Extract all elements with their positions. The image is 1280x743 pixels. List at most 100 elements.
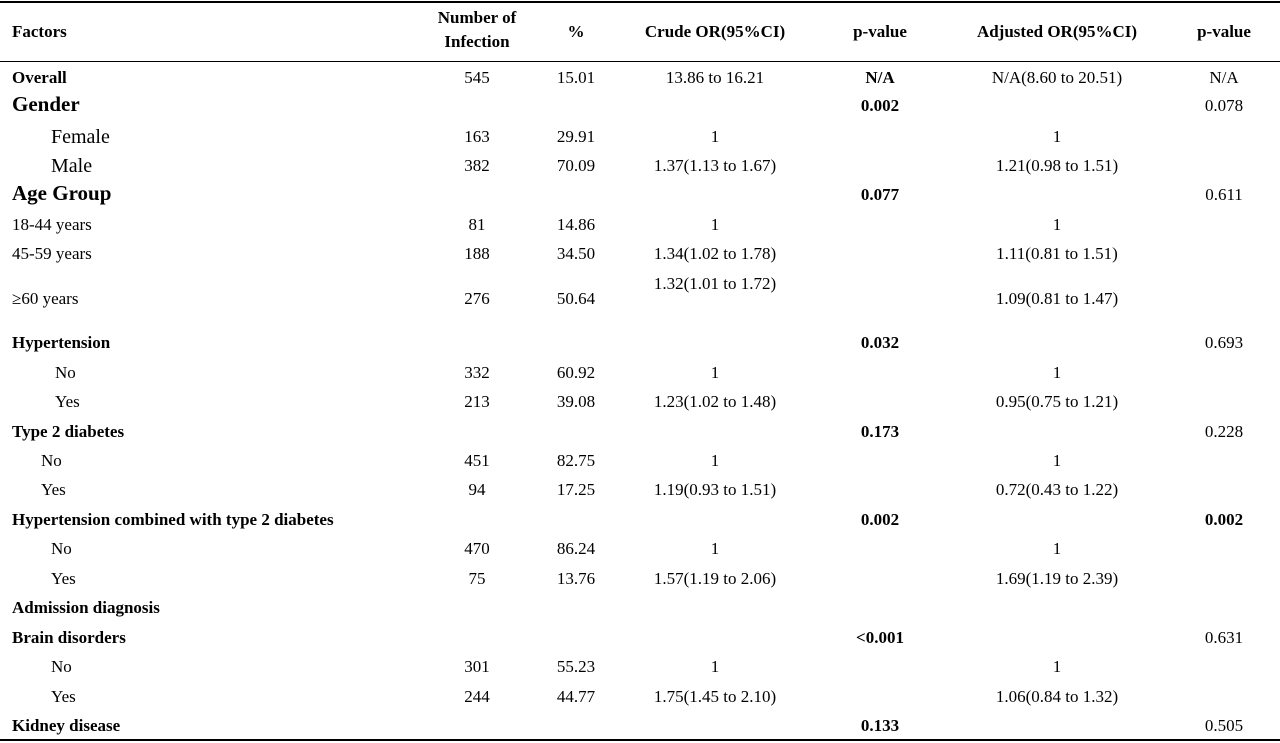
cell-number: 163 xyxy=(464,127,490,146)
row-label: Yes xyxy=(41,480,66,499)
row-label: No xyxy=(51,657,72,676)
cell-crude-or: 1 xyxy=(710,363,720,382)
cell-adjusted-or: 1 xyxy=(1052,363,1062,382)
row-label: Age Group xyxy=(12,181,112,205)
cell-p-value-2: 0.078 xyxy=(1204,96,1244,115)
header-crude-or: Crude OR(95%CI) xyxy=(644,22,786,41)
row-label: No xyxy=(41,451,62,470)
header-factors: Factors xyxy=(12,22,67,41)
cell-number: 213 xyxy=(464,392,490,411)
cell-percent: 44.77 xyxy=(556,687,596,706)
cell-percent: 86.24 xyxy=(556,539,596,558)
cell-crude-or: 1.37(1.13 to 1.67) xyxy=(653,156,777,175)
cell-adjusted-or: 1 xyxy=(1052,127,1062,146)
cell-adjusted-or: 0.72(0.43 to 1.22) xyxy=(995,480,1119,499)
row-label: Yes xyxy=(55,392,80,411)
row-label: Overall xyxy=(12,68,67,87)
cell-number: 276 xyxy=(464,289,490,308)
row-label: Hypertension xyxy=(12,333,111,352)
cell-percent: 29.91 xyxy=(556,127,596,146)
header-number-line2: Infection xyxy=(444,32,510,51)
row-label: Admission diagnosis xyxy=(12,598,160,617)
cell-p-value-1: 0.173 xyxy=(860,422,900,441)
header-number-line1: Number of xyxy=(437,8,517,27)
row-label: Brain disorders xyxy=(12,628,126,647)
cell-p-value-2: 0.693 xyxy=(1204,333,1244,352)
cell-percent: 70.09 xyxy=(556,156,596,175)
cell-crude-or: 1.34(1.02 to 1.78) xyxy=(653,244,777,263)
cell-percent: 50.64 xyxy=(556,289,596,308)
cell-crude-or: 1.19(0.93 to 1.51) xyxy=(653,480,777,499)
row-label: Yes xyxy=(51,569,76,588)
cell-crude-or: 1.57(1.19 to 2.06) xyxy=(653,569,777,588)
header-adjusted-or: Adjusted OR(95%CI) xyxy=(976,22,1138,41)
cell-number: 94 xyxy=(468,480,486,499)
cell-number: 188 xyxy=(464,244,490,263)
cell-p-value-1: N/A xyxy=(865,68,895,87)
cell-p-value-1: 0.077 xyxy=(860,185,900,204)
cell-percent: 17.25 xyxy=(556,480,596,499)
cell-p-value-2: 0.002 xyxy=(1204,510,1244,529)
row-label: Male xyxy=(51,155,93,177)
cell-percent: 34.50 xyxy=(556,244,596,263)
cell-p-value-2: 0.228 xyxy=(1204,422,1244,441)
row-label: 45-59 years xyxy=(12,244,92,263)
row-label: No xyxy=(55,363,76,382)
cell-adjusted-or: 1 xyxy=(1052,657,1062,676)
cell-crude-or: 1 xyxy=(710,215,720,234)
cell-number: 301 xyxy=(464,657,490,676)
cell-p-value-1: <0.001 xyxy=(856,628,904,647)
header-percent: % xyxy=(567,22,585,41)
cell-p-value-1: 0.032 xyxy=(860,333,900,352)
cell-number: 81 xyxy=(468,215,486,234)
row-label: Gender xyxy=(12,92,80,116)
cell-percent: 82.75 xyxy=(556,451,596,470)
header-p-value-1: p-value xyxy=(853,22,907,41)
cell-p-value-2: 0.631 xyxy=(1204,628,1244,647)
cell-adjusted-or: 1.11(0.81 to 1.51) xyxy=(996,244,1118,263)
row-label: Female xyxy=(51,126,110,148)
cell-number: 470 xyxy=(464,539,490,558)
cell-crude-or: 1 xyxy=(710,539,720,558)
cell-adjusted-or: 1.21(0.98 to 1.51) xyxy=(995,156,1119,175)
cell-crude-or: 1.75(1.45 to 2.10) xyxy=(653,687,777,706)
cell-p-value-2: N/A xyxy=(1209,68,1239,87)
cell-p-value-2: 0.505 xyxy=(1204,716,1244,735)
cell-p-value-1: 0.002 xyxy=(860,510,900,529)
cell-adjusted-or: 1.09(0.81 to 1.47) xyxy=(995,289,1119,308)
cell-number: 332 xyxy=(464,363,490,382)
cell-adjusted-or: 0.95(0.75 to 1.21) xyxy=(995,392,1119,411)
cell-p-value-1: 0.002 xyxy=(860,96,900,115)
cell-crude-or: 1 xyxy=(710,451,720,470)
cell-number: 382 xyxy=(464,156,490,175)
cell-percent: 39.08 xyxy=(556,392,596,411)
bottom-rule xyxy=(0,739,1280,741)
cell-crude-or: 1 xyxy=(710,127,720,146)
cell-adjusted-or: 1.06(0.84 to 1.32) xyxy=(995,687,1119,706)
cell-adjusted-or: 1 xyxy=(1052,451,1062,470)
row-label: ≥60 years xyxy=(12,289,79,308)
cell-crude-or: 1 xyxy=(710,657,720,676)
header-number: Number of Infection xyxy=(438,6,517,54)
cell-number: 451 xyxy=(464,451,490,470)
cell-percent: 60.92 xyxy=(556,363,596,382)
cell-crude-or: 13.86 to 16.21 xyxy=(665,68,765,87)
header-rule xyxy=(0,61,1280,62)
cell-p-value-2: 0.611 xyxy=(1205,185,1243,204)
cell-p-value-1: 0.133 xyxy=(860,716,900,735)
row-label: 18-44 years xyxy=(12,215,92,234)
cell-adjusted-or: 1 xyxy=(1052,539,1062,558)
cell-number: 75 xyxy=(468,569,486,588)
cell-percent: 13.76 xyxy=(556,569,596,588)
row-label: Kidney disease xyxy=(12,716,121,735)
cell-crude-or: 1.23(1.02 to 1.48) xyxy=(653,392,777,411)
cell-number: 545 xyxy=(464,68,490,87)
row-label: Hypertension combined with type 2 diabet… xyxy=(12,510,334,529)
row-label: Yes xyxy=(51,687,76,706)
cell-adjusted-or: 1.69(1.19 to 2.39) xyxy=(995,569,1119,588)
cell-percent: 15.01 xyxy=(556,68,596,87)
cell-adjusted-or: N/A(8.60 to 20.51) xyxy=(991,68,1123,87)
top-rule xyxy=(0,1,1280,3)
row-label: No xyxy=(51,539,72,558)
header-p-value-2: p-value xyxy=(1197,22,1251,41)
